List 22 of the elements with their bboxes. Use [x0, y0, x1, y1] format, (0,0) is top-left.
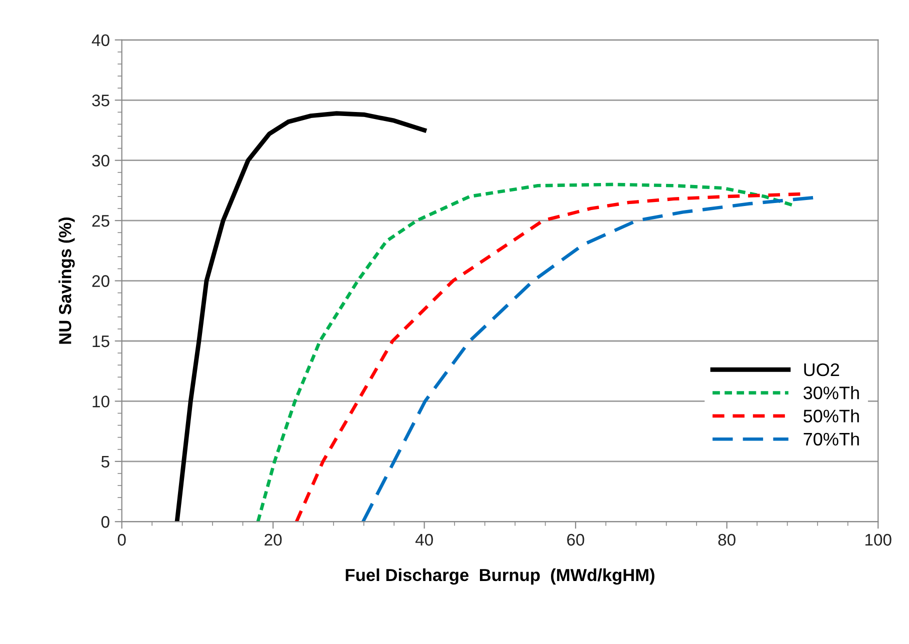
x-tick-label: 60 [567, 534, 584, 546]
legend-label: UO2 [804, 363, 840, 376]
line-series [174, 111, 427, 522]
y-tick-label: 35 [92, 94, 110, 106]
y-tick-label: 10 [92, 396, 110, 408]
x-tick-label: 20 [264, 534, 282, 546]
x-axis-title: Fuel Discharge Burnup (MWd/kgHM) [346, 568, 654, 585]
x-tick-label: 100 [865, 534, 892, 546]
legend-label: 70%Th [804, 432, 859, 446]
x-tick-label: 0 [118, 534, 126, 546]
x-tick-label: 80 [718, 534, 736, 546]
x-tick-label: 40 [415, 534, 433, 546]
legend-label: 30%Th [804, 386, 859, 400]
y-tick-label: 30 [92, 154, 110, 167]
y-tick-label: 0 [101, 516, 110, 528]
y-tick-label: 20 [92, 275, 110, 287]
y-axis-title: NU Savings (%) [58, 217, 75, 344]
legend-label: 50%Th [804, 409, 859, 422]
y-tick-label: 40 [92, 34, 110, 46]
y-tick-label: 25 [92, 214, 110, 227]
y-tick-label: 5 [101, 456, 110, 468]
y-tick-label: 15 [92, 336, 110, 348]
